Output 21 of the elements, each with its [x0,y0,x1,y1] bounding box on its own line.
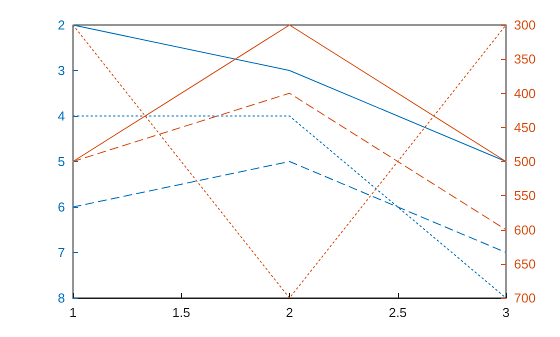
y2-tick-label: 400 [514,86,536,101]
y2-tick-label: 500 [514,154,536,169]
y2-tick-label: 450 [514,120,536,135]
y2-tick-label: 600 [514,222,536,238]
y2-tick-label: 350 [514,52,536,67]
y-tick-label: 8 [58,290,65,306]
x-tick-label: 1.5 [172,305,190,320]
x-tick-label: 1 [69,305,77,320]
y2-tick-label: 550 [514,188,536,204]
y-tick-label: 4 [58,108,65,124]
y-tick-label: 5 [58,154,65,169]
y-tick-label: 3 [58,63,65,78]
x-tick-label: 2 [286,305,294,320]
y2-tick-label: 300 [514,18,536,32]
x-tick-label: 3 [502,305,510,320]
y-tick-label: 2 [58,18,65,32]
y-tick-label: 7 [58,245,65,260]
x-tick-label: 2.5 [388,305,407,320]
y2-tick-label: 650 [514,256,536,272]
y2-tick-label: 700 [514,290,536,306]
y-tick-label: 6 [58,200,65,214]
